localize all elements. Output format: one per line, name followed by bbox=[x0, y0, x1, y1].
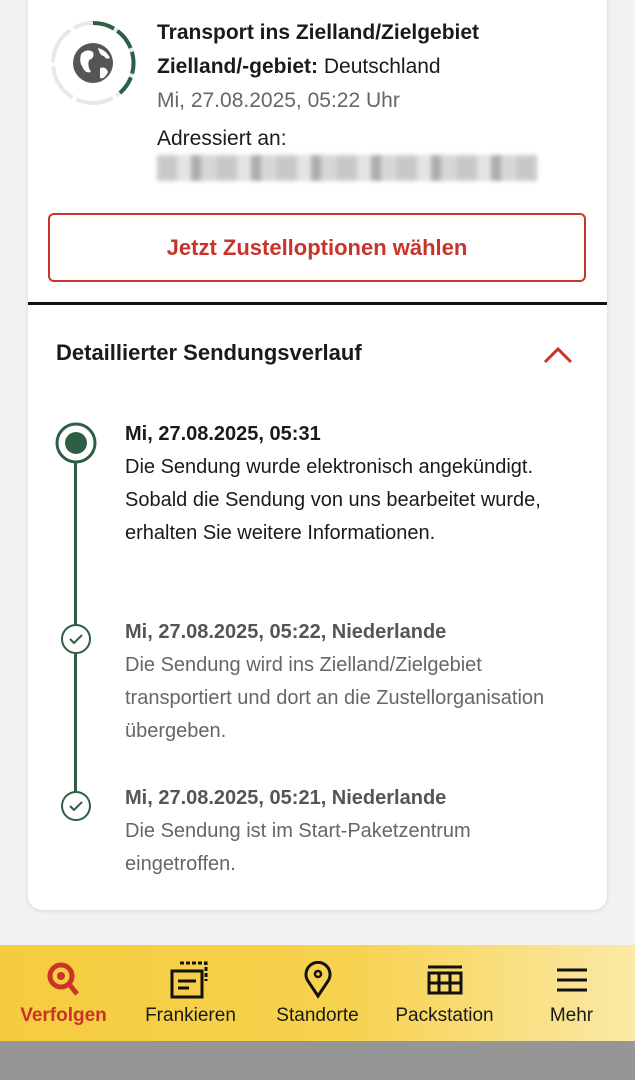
current-event-dot-icon bbox=[55, 422, 97, 464]
progress-ring-globe-icon bbox=[51, 20, 136, 105]
timeline-line bbox=[74, 443, 77, 805]
status-datetime: Mi, 27.08.2025, 05:22 Uhr bbox=[157, 89, 400, 112]
search-icon bbox=[47, 962, 79, 996]
nav-standorte[interactable]: Standorte bbox=[254, 945, 381, 1041]
system-bar bbox=[0, 1041, 635, 1080]
nav-label: Packstation bbox=[395, 1005, 494, 1026]
bottom-navigation: Verfolgen Frankieren Standorte Packstati… bbox=[0, 945, 635, 1041]
addressed-label: Adressiert an: bbox=[157, 127, 287, 150]
nav-frankieren[interactable]: Frankieren bbox=[127, 945, 254, 1041]
shipment-card bbox=[28, 0, 607, 910]
shipment-status: Transport ins Zielland/Zielgebiet Ziella… bbox=[157, 16, 479, 156]
divider bbox=[28, 302, 607, 305]
check-circle-icon bbox=[61, 624, 91, 654]
destination-label: Zielland/-gebiet: bbox=[157, 55, 319, 78]
nav-mehr[interactable]: Mehr bbox=[508, 945, 635, 1041]
event-text: Die Sendung ist im Start-Paketzentrum ei… bbox=[125, 820, 471, 875]
menu-icon bbox=[556, 968, 587, 992]
destination-value: Deutschland bbox=[323, 55, 441, 78]
nav-label: Verfolgen bbox=[20, 1005, 107, 1026]
event-header: Mi, 27.08.2025, 05:31 bbox=[125, 423, 321, 445]
nav-label: Standorte bbox=[276, 1005, 359, 1026]
history-event: Mi, 27.08.2025, 05:22, Niederlande Die S… bbox=[125, 616, 585, 748]
nav-verfolgen[interactable]: Verfolgen bbox=[0, 945, 127, 1041]
event-header: Mi, 27.08.2025, 05:21, Niederlande bbox=[125, 787, 447, 809]
nav-packstation[interactable]: Packstation bbox=[381, 945, 508, 1041]
event-header: Mi, 27.08.2025, 05:22, Niederlande bbox=[125, 621, 447, 643]
redacted-address bbox=[157, 155, 537, 181]
check-circle-icon bbox=[61, 791, 91, 821]
nav-label: Mehr bbox=[549, 1005, 594, 1026]
event-text: Die Sendung wird ins Zielland/Zielgebiet… bbox=[125, 654, 545, 742]
location-pin-icon bbox=[304, 961, 331, 999]
chevron-up-icon[interactable] bbox=[542, 342, 574, 366]
event-text: Die Sendung wurde elektronisch angekündi… bbox=[125, 456, 541, 544]
history-event: Mi, 27.08.2025, 05:31 Die Sendung wurde … bbox=[125, 418, 585, 550]
nav-label: Frankieren bbox=[145, 1005, 236, 1026]
history-title[interactable]: Detaillierter Sendungsverlauf bbox=[56, 340, 362, 365]
packstation-icon bbox=[427, 965, 462, 995]
stamp-icon bbox=[170, 961, 207, 999]
status-title: Transport ins Zielland/Zielgebiet bbox=[157, 21, 480, 44]
history-event: Mi, 27.08.2025, 05:21, Niederlande Die S… bbox=[125, 782, 585, 881]
choose-delivery-options-button[interactable]: Jetzt Zustelloptionen wählen bbox=[48, 213, 586, 282]
